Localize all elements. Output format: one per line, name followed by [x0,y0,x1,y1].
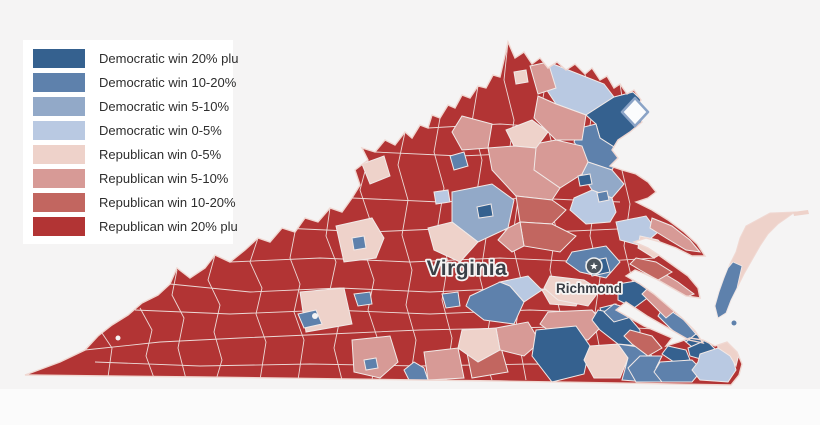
county-cell[interactable] [423,347,465,381]
county-cell[interactable] [351,335,399,379]
county-border-line [289,231,305,381]
legend-swatch [33,169,85,188]
county-cell[interactable] [515,195,567,225]
capital-marker-circle [585,257,603,275]
lake-dot [312,313,318,319]
county-border-line [134,309,626,315]
county-cell[interactable] [497,221,525,253]
county-cell [793,210,809,216]
legend-item: Democratic win 20% plu [33,49,238,68]
legend-item: Democratic win 5-10% [33,97,229,116]
legend-label: Democratic win 10-20% [99,75,237,90]
county-border-line [171,269,187,380]
county-cell[interactable] [533,95,587,141]
county-cell[interactable] [451,115,493,151]
county-cell[interactable] [361,155,391,185]
county-cell[interactable] [363,357,379,371]
legend-swatch [33,193,85,212]
capital-star-icon: ★ [590,262,599,273]
legend-swatch [33,145,85,164]
legend-item: Republican win 20% plu [33,217,238,236]
legend-label: Republican win 0-5% [99,147,222,162]
legend-label: Democratic win 20% plu [99,51,239,66]
lake-dot [115,335,121,341]
county-cell[interactable] [427,221,479,263]
legend-item: Republican win 0-5% [33,145,223,164]
county-border-line [249,237,267,381]
legend-swatch [33,217,85,236]
state-label: Virginia [427,257,508,280]
county-border-line [207,254,223,381]
legend-item: Republican win 10-20% [33,193,236,212]
legend-label: Republican win 10-20% [99,195,236,210]
county-cell[interactable] [531,325,591,383]
legend: Democratic win 20% plu Democratic win 10-… [23,40,238,244]
county-cell[interactable] [513,69,529,85]
county-cell[interactable] [476,203,494,219]
legend-item: Democratic win 0-5% [33,121,223,140]
county-cell[interactable] [351,235,367,251]
county-cell[interactable] [498,275,543,303]
county-cell[interactable] [457,327,501,363]
county-border-line [99,329,113,378]
capital-marker: ★ [585,257,603,275]
county-cell[interactable] [487,145,561,201]
legend-label: Republican win 5-10% [99,171,229,186]
legend-swatch [33,73,85,92]
county-border-line [397,131,417,381]
capital-label: Richmond [556,281,622,296]
county-cell[interactable] [441,291,461,309]
county-cell[interactable] [653,359,703,383]
county-cell[interactable] [433,189,451,205]
county-cell[interactable] [649,217,702,253]
county-cell[interactable] [505,119,549,149]
legend-item: Democratic win 10-20% [33,73,236,92]
county-cell[interactable] [449,151,469,171]
county-cell[interactable] [714,261,743,319]
legend-swatch [33,49,85,68]
county-cell[interactable] [596,190,610,203]
county-cell[interactable] [577,173,593,187]
map-geometry [24,39,809,386]
county-cell[interactable] [543,275,601,307]
legend-swatch [33,97,85,116]
legend-label: Democratic win 5-10% [99,99,230,114]
legend-label: Democratic win 0-5% [99,123,222,138]
dc-boundary-diamond-icon [620,96,650,128]
island-dot [731,320,737,326]
county-cell[interactable] [353,291,373,307]
legend-swatch [33,121,85,140]
legend-label: Republican win 20% plu [99,219,238,234]
map-labels: Virginia ★ Richmond [425,255,624,298]
legend-item: Republican win 5-10% [33,169,228,188]
county-border-line [359,159,379,381]
page-background-strip [0,389,820,425]
county-cell[interactable] [529,61,557,95]
